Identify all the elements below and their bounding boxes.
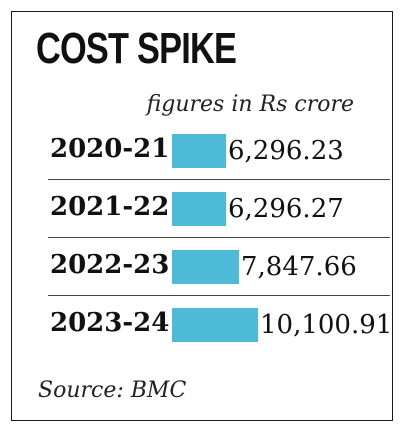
bar-row: 2022-23 7,847.66 xyxy=(34,238,396,296)
value-label: 7,847.66 xyxy=(241,252,357,282)
bar-row: 2023-24 10,100.91 xyxy=(34,296,396,354)
bar-row: 2021-22 6,296.27 xyxy=(34,180,396,238)
category-label: 2020-21 xyxy=(50,134,170,164)
category-label: 2021-22 xyxy=(50,192,170,222)
bar xyxy=(172,134,226,168)
chart-frame: COST SPIKE figures in Rs crore 2020-21 6,… xyxy=(11,11,393,421)
bar-row: 2020-21 6,296.23 xyxy=(34,122,396,180)
value-label: 6,296.23 xyxy=(228,136,344,166)
source-note: Source: BMC xyxy=(38,378,187,403)
category-label: 2023-24 xyxy=(50,308,170,338)
bar xyxy=(172,250,239,284)
unit-note: figures in Rs crore xyxy=(146,92,354,117)
row-divider xyxy=(48,295,390,296)
category-label: 2022-23 xyxy=(50,250,170,280)
value-label: 6,296.27 xyxy=(228,194,344,224)
row-divider xyxy=(48,237,390,238)
bar xyxy=(172,308,258,342)
bar xyxy=(172,192,226,226)
chart-title: COST SPIKE xyxy=(36,24,237,73)
value-label: 10,100.91 xyxy=(260,310,393,340)
row-divider xyxy=(48,179,390,180)
